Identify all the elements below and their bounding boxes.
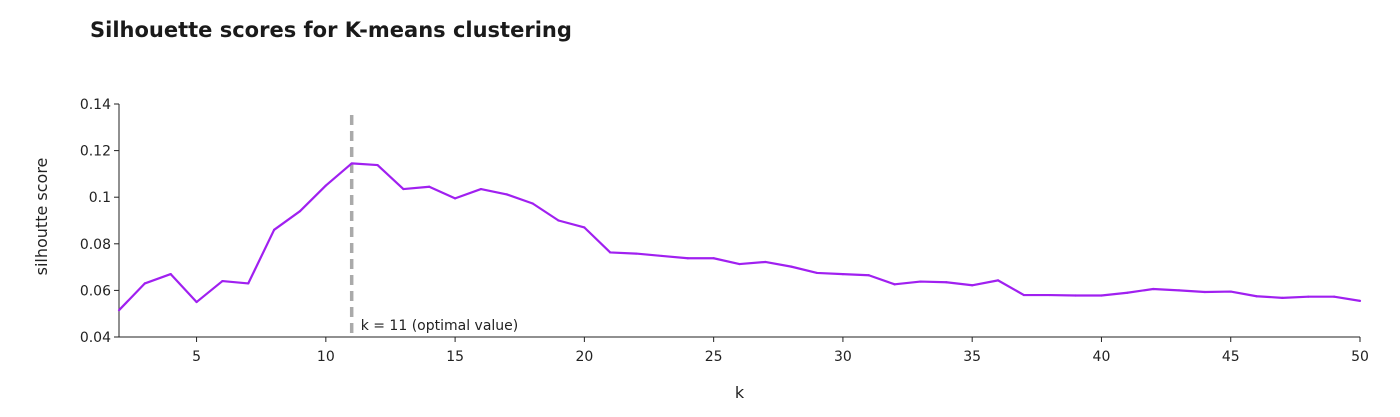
x-tick-label: 45 [1222,349,1240,365]
y-tick-label: 0.12 [80,144,111,160]
data-point [1177,289,1181,292]
axes: 5 10 15 20 25 30 35 40 45 50 0.040.060.080.10.120… [80,97,1369,365]
data-point [1229,290,1232,293]
data-point [996,279,1000,282]
data-point [1048,293,1051,297]
x-tick-label: 40 [1093,349,1111,365]
data-point [1307,295,1310,298]
data-point [971,284,974,287]
data-point [1333,295,1336,298]
data-point [1100,294,1103,297]
data-point [479,187,483,191]
data-point [815,271,819,275]
y-tick-label: 0.04 [80,330,111,346]
data-point [609,251,612,254]
data-point [738,262,741,266]
y-axis-ticks: 0.04 0.06 0.08 0.1 0.12 0.14 [80,97,119,346]
data-point [660,254,664,258]
x-tick-label: 30 [834,349,852,365]
data-point [712,257,715,260]
x-tick-label: 15 [446,349,464,365]
data-point [531,202,534,205]
data-point [117,309,121,312]
x-axis-title: k [735,383,745,402]
data-point [1358,299,1362,302]
y-tick-label: 0.1 [89,190,111,206]
x-tick-label: 50 [1351,349,1369,365]
data-point [841,272,845,276]
data-point [195,300,198,304]
data-point [686,257,689,260]
series-line [118,162,1361,311]
data-point [143,282,146,285]
data-point [428,185,431,188]
y-tick-label: 0.06 [80,283,111,299]
data-point [298,210,302,213]
x-axis-ticks: 5 10 15 20 25 30 35 40 45 50 [192,337,1369,365]
data-point [764,260,767,264]
optimal-k-annotation: k = 11 (optimal value) [361,318,519,334]
data-point [790,265,793,268]
data-point [1074,294,1077,297]
x-tick-label: 5 [192,349,201,365]
y-axis-title: silhoutte score [32,158,51,276]
data-point [1255,295,1258,298]
data-point [1281,296,1284,299]
data-point [505,193,508,196]
data-point [169,272,172,276]
data-point [1152,287,1155,291]
data-point [376,163,379,167]
data-point [221,279,224,283]
data-point [893,283,896,286]
chart-title: Silhouette scores for K-means clustering [90,18,572,42]
data-point [324,184,327,187]
data-point [247,282,250,285]
series-points [117,162,1362,312]
x-tick-label: 20 [575,349,593,365]
data-point [867,274,870,277]
data-point [454,197,457,200]
data-point [402,187,405,191]
data-point [273,228,276,231]
data-point [557,219,560,222]
data-point [1126,291,1129,294]
data-point [945,281,948,284]
y-tick-label: 0.14 [80,97,111,113]
data-point [634,252,638,255]
data-point [1022,293,1025,297]
data-point [350,162,353,165]
x-tick-label: 10 [317,349,335,365]
data-point [583,226,586,229]
x-tick-label: 25 [705,349,723,365]
y-tick-label: 0.08 [80,237,111,253]
data-point [1203,290,1206,294]
x-tick-label: 35 [963,349,981,365]
data-point [919,280,922,283]
